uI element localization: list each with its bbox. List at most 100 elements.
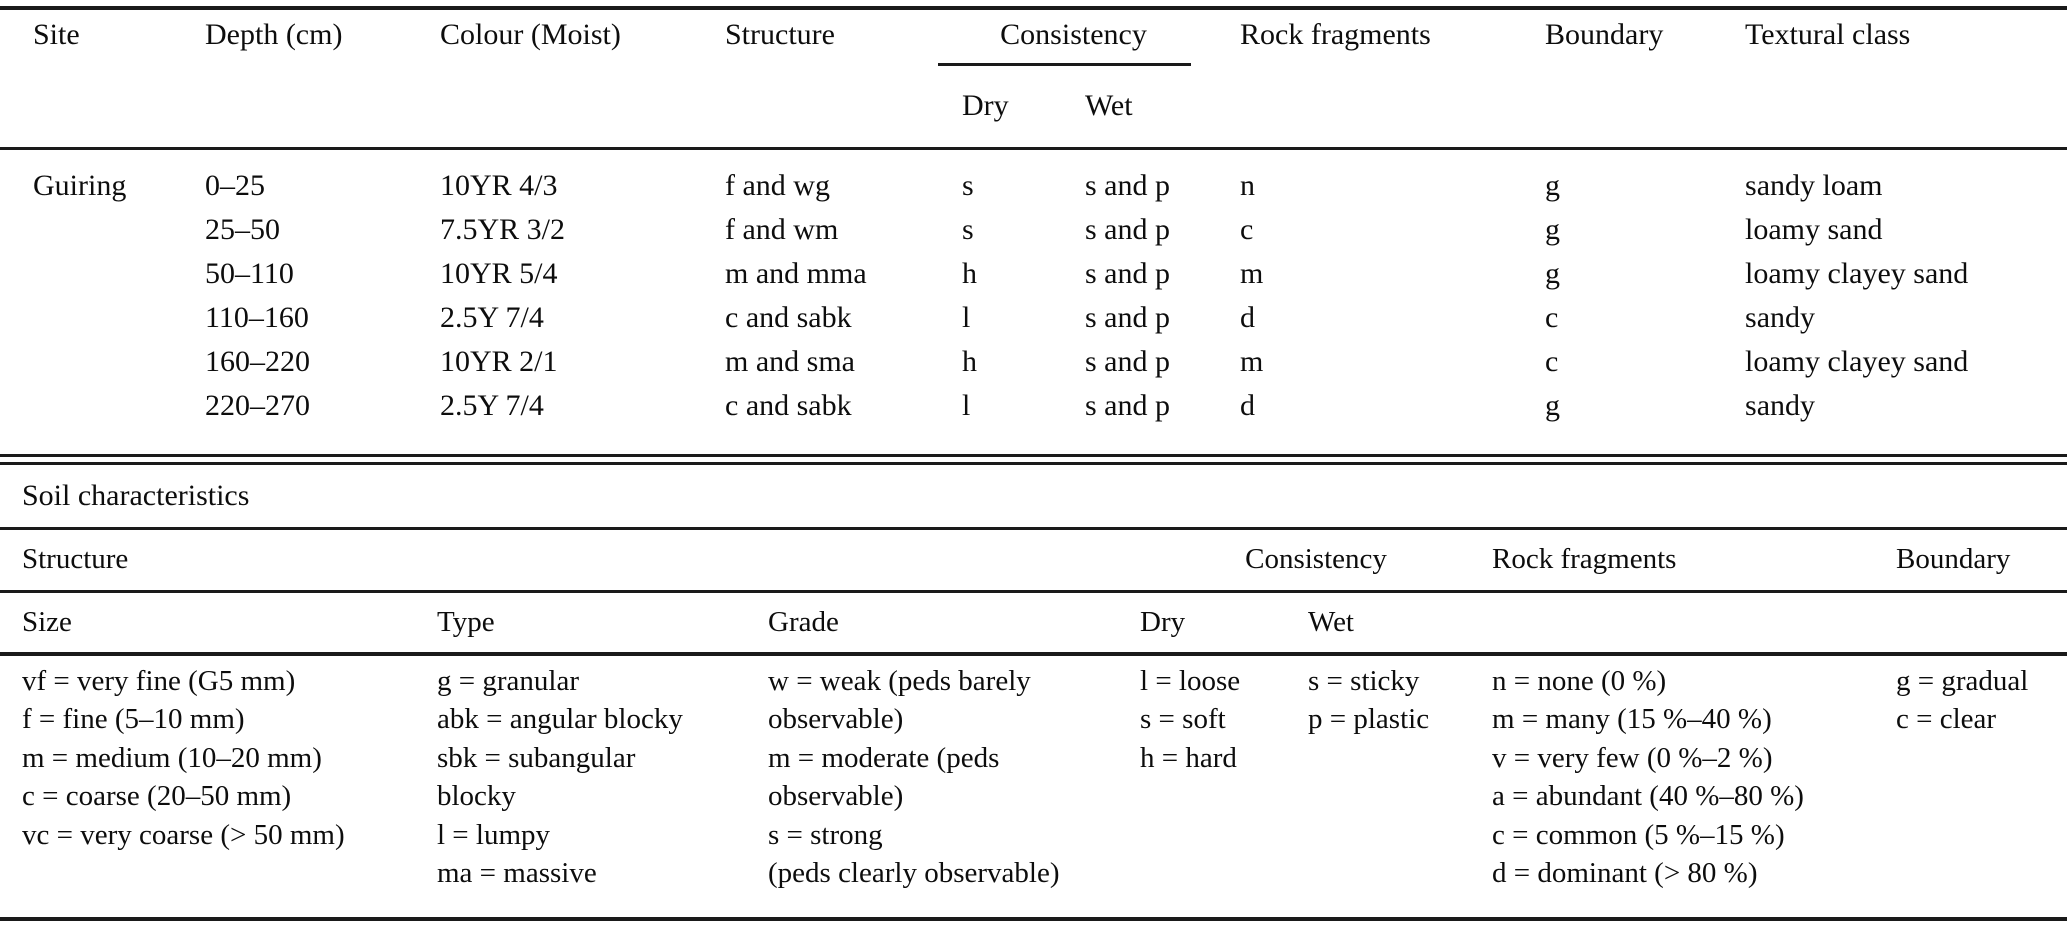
legend-line: s = sticky — [1308, 664, 1420, 697]
cell-wet: s and p — [1085, 168, 1170, 202]
profile-header-row-1: Site Depth (cm) Colour (Moist) Structure… — [0, 10, 2067, 150]
cell-structure: m and mma — [725, 256, 867, 290]
cell-wet: s and p — [1085, 212, 1170, 246]
cell-wet: s and p — [1085, 344, 1170, 378]
cell-site — [0, 208, 205, 252]
legend-size-column: vf = very fine (G5 mm) f = fine (5–10 mm… — [0, 654, 437, 917]
table-row: 160–220 10YR 2/1 m and sma h s and p m c… — [0, 340, 2067, 384]
cell-wet: s and p — [1085, 256, 1170, 290]
cell-site — [0, 252, 205, 296]
legend-line: vf = very fine (G5 mm) — [22, 664, 296, 697]
legend-header-size: Size — [0, 591, 437, 656]
legend-grade-column: w = weak (peds barely observable) m = mo… — [768, 654, 1140, 917]
legend-line: p = plastic — [1308, 703, 1430, 735]
cell-structure: c and sabk — [725, 300, 852, 334]
cell-textural-class: loamy clayey sand — [1745, 344, 1969, 378]
legend-line: m = many (15 %–40 %) — [1492, 703, 1772, 735]
col-header-site: Site — [0, 10, 205, 150]
col-header-rock-fragments: Rock fragments — [1240, 10, 1546, 150]
cell-structure: f and wg — [725, 168, 830, 202]
cell-rock-fragments: d — [1240, 300, 1256, 334]
cell-colour: 2.5Y 7/4 — [440, 300, 544, 334]
cell-colour: 10YR 2/1 — [440, 344, 558, 378]
legend-line: m = medium (10–20 mm) — [22, 741, 322, 774]
cell-depth: 160–220 — [205, 344, 310, 378]
legend-line: h = hard — [1140, 741, 1237, 774]
cell-textural-class: sandy loam — [1745, 168, 1883, 202]
cell-textural-class: loamy sand — [1745, 212, 1883, 246]
legend-rock-fragments-column: n = none (0 %) m = many (15 %–40 %) v = … — [1492, 654, 1896, 917]
legend-line: g = gradual — [1896, 664, 2029, 697]
legend-body-row: vf = very fine (G5 mm) f = fine (5–10 mm… — [0, 654, 2067, 917]
legend-type-column: g = granular abk = angular blocky sbk = … — [437, 654, 768, 917]
legend-line: l = lumpy — [437, 818, 551, 851]
legend-header-consistency: Consistency — [1140, 529, 1493, 593]
legend-line: l = loose — [1140, 664, 1241, 697]
col-header-wet: Wet — [1085, 66, 1241, 150]
legend-header-row-2: Size Type Grade Dry Wet — [0, 591, 2067, 656]
legend-line: ma = massive — [437, 857, 597, 889]
legend-line: d = dominant (> 80 %) — [1492, 857, 1758, 889]
legend-line: c = coarse (20–50 mm) — [22, 780, 292, 812]
table-row: 25–50 7.5YR 3/2 f and wm s s and p c g l… — [0, 208, 2067, 252]
legend-header-row-1: Structure Consistency Rock fragments Bou… — [0, 529, 2067, 593]
legend-header-dry: Dry — [1140, 591, 1309, 656]
cell-depth: 220–270 — [205, 388, 310, 422]
legend-line: m = moderate (peds — [768, 741, 1000, 774]
cell-rock-fragments: m — [1240, 256, 1264, 290]
cell-dry: s — [962, 212, 974, 246]
cell-boundary: g — [1545, 388, 1561, 422]
table-row: 220–270 2.5Y 7/4 c and sabk l s and p d … — [0, 384, 2067, 454]
cell-boundary: g — [1545, 256, 1561, 290]
cell-depth: 25–50 — [205, 212, 280, 246]
cell-rock-fragments: n — [1240, 168, 1256, 202]
col-header-boundary: Boundary — [1545, 10, 1746, 150]
cell-depth: 50–110 — [205, 256, 294, 290]
cell-dry: h — [962, 256, 977, 290]
col-header-depth: Depth (cm) — [205, 10, 440, 150]
legend-table: Structure Consistency Rock fragments Bou… — [0, 529, 2067, 917]
legend-boundary-column: g = gradual c = clear — [1896, 654, 2067, 917]
legend-line: s = soft — [1140, 703, 1226, 735]
table-row: 50–110 10YR 5/4 m and mma h s and p m g … — [0, 252, 2067, 296]
cell-structure: f and wm — [725, 212, 839, 246]
cell-dry: h — [962, 344, 977, 378]
cell-boundary: c — [1545, 344, 1559, 378]
cell-colour: 2.5Y 7/4 — [440, 388, 544, 422]
cell-site — [0, 384, 205, 454]
legend-dry-column: l = loose s = soft h = hard — [1140, 654, 1308, 917]
cell-colour: 7.5YR 3/2 — [440, 212, 566, 246]
cell-dry: s — [962, 168, 974, 202]
cell-textural-class: sandy — [1745, 388, 1816, 422]
cell-site — [0, 340, 205, 384]
legend-line: s = strong — [768, 818, 883, 851]
legend-header-boundary: Boundary — [1896, 529, 2067, 593]
legend-line: a = abundant (40 %–80 %) — [1492, 780, 1804, 812]
cell-boundary: c — [1545, 300, 1559, 334]
cell-boundary: g — [1545, 168, 1561, 202]
top-rule — [0, 6, 2067, 10]
legend-line: abk = angular blocky — [437, 703, 683, 735]
cell-textural-class: sandy — [1745, 300, 1816, 334]
col-header-structure: Structure — [725, 10, 962, 150]
cell-dry: l — [962, 388, 971, 422]
section-title: Soil characteristics — [22, 478, 250, 512]
legend-line: vc = very coarse (> 50 mm) — [22, 818, 345, 851]
legend-line: c = common (5 %–15 %) — [1492, 818, 1785, 851]
legend-line: f = fine (5–10 mm) — [22, 703, 245, 735]
profile-header-row-2: Dry Wet — [0, 66, 2067, 150]
legend-line: blocky — [437, 780, 516, 812]
cell-boundary: g — [1545, 212, 1561, 246]
soil-profile-table: Site Depth (cm) Colour (Moist) Structure… — [0, 10, 2067, 454]
cell-colour: 10YR 4/3 — [440, 168, 558, 202]
col-header-consistency: Consistency — [937, 10, 1240, 66]
cell-rock-fragments: d — [1240, 388, 1256, 422]
cell-site: Guiring — [33, 168, 127, 202]
legend-line: observable) — [768, 780, 904, 812]
cell-textural-class: loamy clayey sand — [1745, 256, 1969, 290]
bottom-rule — [0, 916, 2067, 921]
section-rule — [0, 526, 2067, 530]
cell-rock-fragments: m — [1240, 344, 1264, 378]
legend-header-rock-fragments: Rock fragments — [1492, 529, 1897, 593]
